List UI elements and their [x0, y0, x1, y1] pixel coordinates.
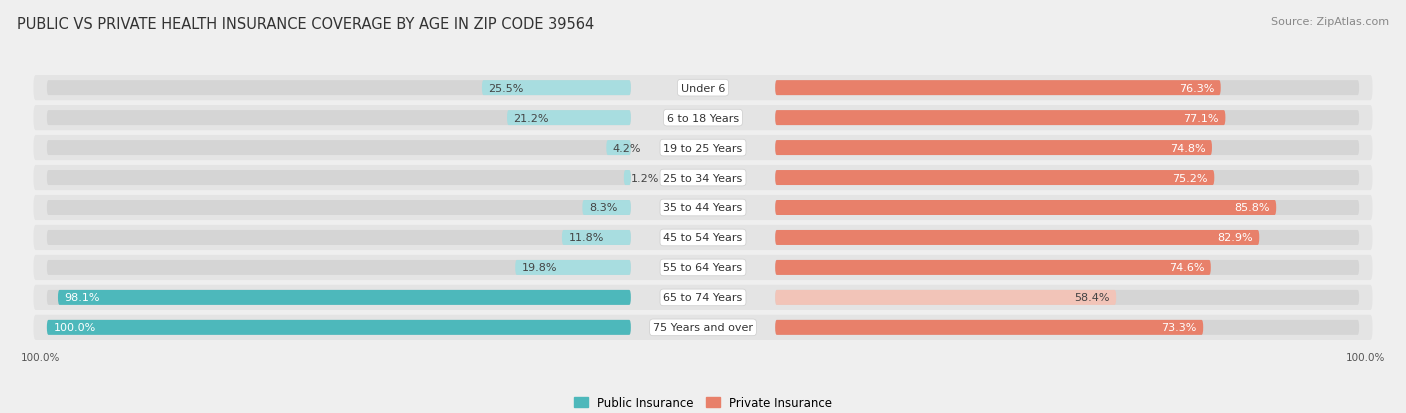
Text: 100.0%: 100.0%: [1346, 352, 1385, 363]
FancyBboxPatch shape: [582, 201, 631, 216]
FancyBboxPatch shape: [606, 141, 631, 156]
FancyBboxPatch shape: [775, 260, 1360, 275]
FancyBboxPatch shape: [46, 320, 631, 335]
FancyBboxPatch shape: [562, 230, 631, 245]
Text: 45 to 54 Years: 45 to 54 Years: [664, 233, 742, 243]
Text: 4.2%: 4.2%: [613, 143, 641, 153]
FancyBboxPatch shape: [46, 320, 631, 335]
FancyBboxPatch shape: [508, 111, 631, 126]
FancyBboxPatch shape: [624, 171, 631, 185]
FancyBboxPatch shape: [58, 290, 631, 305]
FancyBboxPatch shape: [34, 106, 1372, 131]
Text: 77.1%: 77.1%: [1184, 113, 1219, 123]
Text: 74.6%: 74.6%: [1168, 263, 1205, 273]
FancyBboxPatch shape: [46, 201, 631, 216]
FancyBboxPatch shape: [46, 230, 631, 245]
FancyBboxPatch shape: [775, 320, 1204, 335]
FancyBboxPatch shape: [775, 290, 1360, 305]
FancyBboxPatch shape: [775, 141, 1360, 156]
FancyBboxPatch shape: [775, 201, 1277, 216]
Text: 65 to 74 Years: 65 to 74 Years: [664, 293, 742, 303]
FancyBboxPatch shape: [34, 135, 1372, 161]
Text: 75.2%: 75.2%: [1173, 173, 1208, 183]
FancyBboxPatch shape: [46, 290, 631, 305]
FancyBboxPatch shape: [775, 201, 1360, 216]
FancyBboxPatch shape: [775, 111, 1226, 126]
Text: 100.0%: 100.0%: [21, 352, 60, 363]
FancyBboxPatch shape: [34, 285, 1372, 310]
FancyBboxPatch shape: [775, 230, 1360, 245]
FancyBboxPatch shape: [46, 260, 631, 275]
Text: 8.3%: 8.3%: [589, 203, 617, 213]
Text: 100.0%: 100.0%: [53, 323, 96, 332]
Text: 75 Years and over: 75 Years and over: [652, 323, 754, 332]
Text: 35 to 44 Years: 35 to 44 Years: [664, 203, 742, 213]
FancyBboxPatch shape: [775, 171, 1360, 185]
Legend: Public Insurance, Private Insurance: Public Insurance, Private Insurance: [569, 392, 837, 413]
Text: 1.2%: 1.2%: [630, 173, 659, 183]
Text: 98.1%: 98.1%: [65, 293, 100, 303]
FancyBboxPatch shape: [482, 81, 631, 96]
FancyBboxPatch shape: [775, 320, 1360, 335]
Text: Source: ZipAtlas.com: Source: ZipAtlas.com: [1271, 17, 1389, 26]
FancyBboxPatch shape: [775, 81, 1220, 96]
Text: 74.8%: 74.8%: [1170, 143, 1205, 153]
FancyBboxPatch shape: [775, 111, 1360, 126]
FancyBboxPatch shape: [775, 260, 1211, 275]
Text: 58.4%: 58.4%: [1074, 293, 1109, 303]
Text: 19 to 25 Years: 19 to 25 Years: [664, 143, 742, 153]
FancyBboxPatch shape: [34, 225, 1372, 250]
Text: 19.8%: 19.8%: [522, 263, 557, 273]
Text: 11.8%: 11.8%: [568, 233, 603, 243]
Text: 21.2%: 21.2%: [513, 113, 550, 123]
FancyBboxPatch shape: [34, 195, 1372, 221]
Text: 82.9%: 82.9%: [1218, 233, 1253, 243]
Text: 25.5%: 25.5%: [488, 83, 524, 93]
FancyBboxPatch shape: [46, 111, 631, 126]
Text: 73.3%: 73.3%: [1161, 323, 1197, 332]
FancyBboxPatch shape: [34, 76, 1372, 101]
Text: PUBLIC VS PRIVATE HEALTH INSURANCE COVERAGE BY AGE IN ZIP CODE 39564: PUBLIC VS PRIVATE HEALTH INSURANCE COVER…: [17, 17, 595, 31]
Text: Under 6: Under 6: [681, 83, 725, 93]
FancyBboxPatch shape: [775, 171, 1215, 185]
FancyBboxPatch shape: [775, 230, 1260, 245]
FancyBboxPatch shape: [46, 171, 631, 185]
FancyBboxPatch shape: [46, 141, 631, 156]
FancyBboxPatch shape: [46, 81, 631, 96]
FancyBboxPatch shape: [775, 290, 1116, 305]
FancyBboxPatch shape: [515, 260, 631, 275]
Text: 76.3%: 76.3%: [1178, 83, 1215, 93]
FancyBboxPatch shape: [775, 81, 1360, 96]
Text: 85.8%: 85.8%: [1234, 203, 1270, 213]
FancyBboxPatch shape: [34, 255, 1372, 280]
Text: 6 to 18 Years: 6 to 18 Years: [666, 113, 740, 123]
FancyBboxPatch shape: [34, 315, 1372, 340]
Text: 25 to 34 Years: 25 to 34 Years: [664, 173, 742, 183]
Text: 55 to 64 Years: 55 to 64 Years: [664, 263, 742, 273]
FancyBboxPatch shape: [775, 141, 1212, 156]
FancyBboxPatch shape: [34, 166, 1372, 191]
